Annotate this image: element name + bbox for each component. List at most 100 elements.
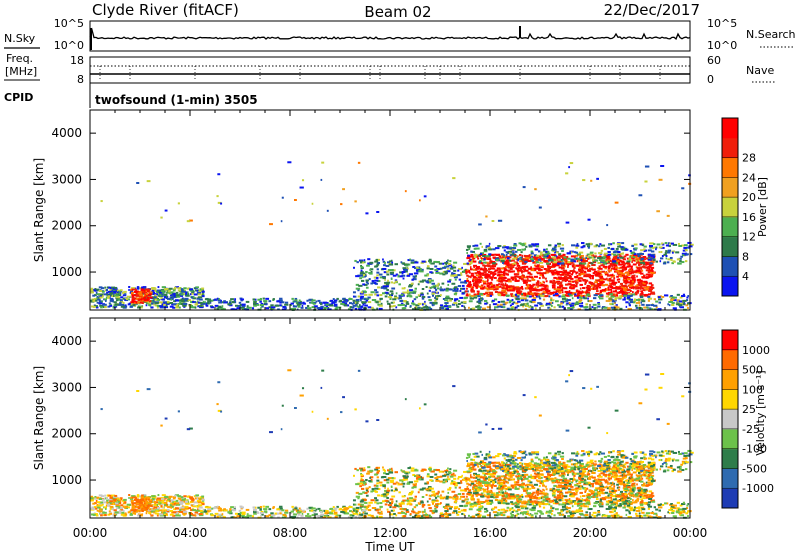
power-data-point — [641, 300, 646, 303]
power-data-point — [484, 292, 488, 295]
power-data-point — [565, 172, 569, 175]
power-data-point — [632, 291, 634, 294]
power-data-point — [451, 303, 456, 306]
power-data-point — [594, 273, 598, 276]
power-data-point — [681, 261, 685, 264]
power-data-point — [640, 272, 644, 275]
power-data-point — [185, 292, 188, 295]
velocity-data-point — [131, 503, 135, 506]
power-data-point — [517, 259, 519, 262]
velocity-data-point — [389, 506, 392, 509]
power-data-point — [485, 257, 487, 260]
power-data-point — [568, 286, 572, 289]
velocity-data-point — [259, 508, 262, 511]
velocity-data-point — [96, 504, 99, 507]
power-data-point — [427, 278, 432, 281]
power-data-point — [333, 299, 338, 302]
power-data-point — [177, 302, 182, 305]
power-data-point — [595, 244, 599, 247]
power-data-point — [367, 296, 371, 299]
power-data-point — [320, 302, 323, 305]
velocity-data-point — [172, 514, 176, 517]
power-data-point — [578, 274, 582, 277]
power-data-point — [647, 258, 652, 261]
velocity-data-point — [173, 501, 177, 504]
power-data-point — [469, 258, 472, 261]
velocity-data-point — [190, 512, 194, 515]
power-data-point — [311, 306, 315, 309]
power-data-point — [561, 279, 566, 282]
power-data-point — [360, 261, 365, 264]
power-data-point — [556, 286, 562, 289]
power-data-point — [313, 305, 318, 308]
power-data-point — [521, 248, 526, 251]
velocity-data-point — [123, 513, 128, 516]
power-data-point — [140, 297, 146, 300]
power-data-point — [474, 281, 477, 284]
power-data-point — [191, 291, 195, 294]
power-data-point — [374, 293, 377, 296]
power-data-point — [541, 294, 545, 297]
power-data-point — [522, 305, 524, 308]
velocity-data-point — [234, 512, 238, 515]
power-data-point — [180, 300, 186, 303]
power-data-point — [524, 269, 529, 272]
power-data-point — [434, 269, 438, 272]
power-data-point — [180, 298, 185, 301]
power-data-point — [461, 292, 465, 295]
power-data-point — [421, 297, 425, 300]
power-data-point — [688, 245, 693, 248]
power-data-point — [109, 299, 113, 302]
power-data-point — [370, 291, 375, 294]
velocity-data-point — [180, 501, 184, 504]
velocity-data-point — [122, 509, 125, 512]
power-data-point — [608, 270, 611, 273]
velocity-data-point — [260, 510, 264, 513]
velocity-data-point — [174, 502, 180, 505]
power-data-point — [365, 281, 368, 284]
power-data-point — [450, 265, 454, 268]
power-data-point — [624, 282, 628, 285]
power-data-point — [234, 298, 237, 301]
power-data-point — [679, 305, 681, 308]
power-data-point — [679, 302, 683, 305]
power-data-point — [490, 287, 494, 290]
power-data-point — [667, 249, 672, 252]
power-data-point — [401, 271, 406, 274]
velocity-data-point — [449, 475, 454, 478]
velocity-data-point — [130, 510, 134, 513]
power-data-point — [519, 257, 522, 260]
velocity-data-point — [412, 474, 416, 477]
velocity-data-point — [259, 512, 264, 515]
power-data-point — [599, 279, 604, 282]
power-data-point — [553, 246, 557, 249]
power-data-point — [533, 269, 537, 272]
power-data-point — [483, 250, 488, 253]
power-data-point — [259, 304, 264, 307]
power-data-point — [659, 260, 662, 263]
power-data-point — [365, 279, 369, 282]
power-data-point — [436, 287, 440, 290]
power-data-point — [606, 260, 609, 263]
power-data-point — [407, 259, 411, 262]
power-data-point — [591, 276, 594, 279]
power-data-point — [484, 287, 489, 290]
power-data-point — [153, 296, 157, 299]
velocity-data-point — [124, 506, 126, 509]
power-data-point — [645, 257, 649, 260]
power-data-point — [186, 220, 191, 223]
power-data-point — [683, 244, 688, 247]
power-data-point — [662, 262, 667, 265]
power-data-point — [613, 298, 618, 301]
power-data-point — [297, 303, 302, 306]
power-data-point — [564, 261, 567, 264]
power-data-point — [506, 307, 510, 310]
power-data-point — [449, 260, 452, 263]
velocity-data-point — [426, 500, 429, 503]
power-data-point — [241, 305, 246, 308]
power-data-point — [561, 257, 565, 260]
power-data-point — [660, 295, 662, 298]
power-data-point — [141, 305, 144, 308]
